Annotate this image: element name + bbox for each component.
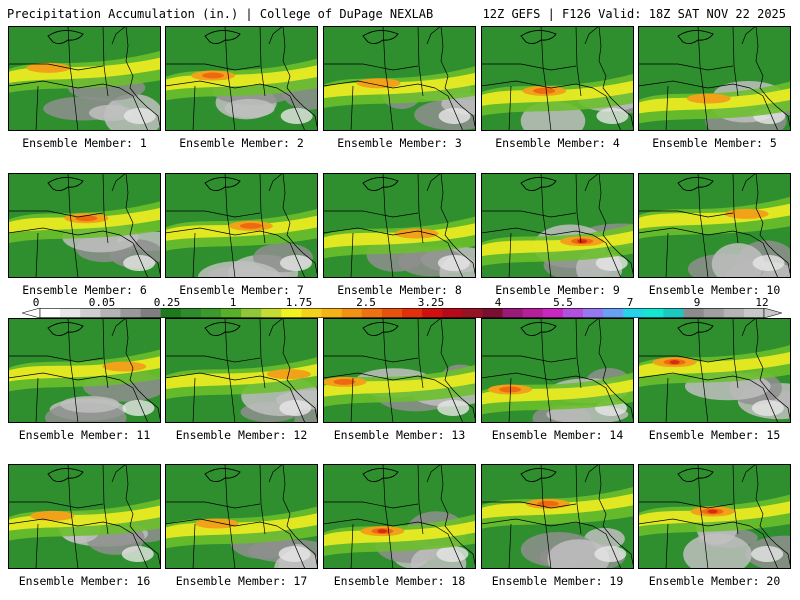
colorbar-swatch bbox=[482, 308, 503, 318]
ensemble-panel-12: Ensemble Member: 12 bbox=[165, 318, 318, 442]
colorbar-swatch bbox=[522, 308, 544, 318]
colorbar-swatch bbox=[542, 308, 564, 318]
ensemble-panel-8: Ensemble Member: 8 bbox=[323, 173, 476, 297]
colorbar: 0 0.05 0.25 1 1.75 2.5 3.25 4 5.5 7 9 12 bbox=[22, 296, 782, 320]
title-right: 12Z GEFS | F126 Valid: 18Z SAT NOV 22 20… bbox=[482, 7, 786, 21]
panel-label-3: Ensemble Member: 3 bbox=[337, 136, 462, 150]
colorbar-tick: 7 bbox=[626, 296, 634, 309]
colorbar-swatch bbox=[261, 308, 282, 318]
colorbar-swatch bbox=[160, 308, 182, 318]
colorbar-swatch bbox=[80, 308, 101, 318]
panel-label-16: Ensemble Member: 16 bbox=[19, 574, 151, 588]
colorbar-swatch bbox=[241, 308, 262, 318]
colorbar-swatch bbox=[381, 308, 403, 318]
colorbar-swatch bbox=[140, 308, 162, 318]
panel-label-1: Ensemble Member: 1 bbox=[22, 136, 147, 150]
colorbar-swatch bbox=[301, 308, 322, 318]
panel-label-13: Ensemble Member: 13 bbox=[334, 428, 466, 442]
colorbar-tick: 1 bbox=[229, 296, 237, 309]
title-left: Precipitation Accumulation (in.) | Colle… bbox=[7, 7, 434, 21]
ensemble-panel-6: Ensemble Member: 6 bbox=[8, 173, 161, 297]
panel-label-17: Ensemble Member: 17 bbox=[176, 574, 308, 588]
panel-label-11: Ensemble Member: 11 bbox=[19, 428, 151, 442]
ensemble-panel-17: Ensemble Member: 17 bbox=[165, 464, 318, 588]
panel-label-7: Ensemble Member: 7 bbox=[179, 283, 304, 297]
colorbar-swatch bbox=[723, 308, 745, 318]
panel-label-9: Ensemble Member: 9 bbox=[495, 283, 620, 297]
panel-label-10: Ensemble Member: 10 bbox=[649, 283, 781, 297]
panel-label-18: Ensemble Member: 18 bbox=[334, 574, 466, 588]
header: Precipitation Accumulation (in.) | Colle… bbox=[0, 0, 800, 24]
colorbar-swatch bbox=[623, 308, 644, 318]
colorbar-tick: 5.5 bbox=[553, 296, 573, 309]
colorbar-tick: 0.05 bbox=[88, 296, 116, 309]
colorbar-swatch bbox=[643, 308, 664, 318]
panel-label-19: Ensemble Member: 19 bbox=[492, 574, 624, 588]
panel-label-5: Ensemble Member: 5 bbox=[652, 136, 777, 150]
ensemble-panel-16: Ensemble Member: 16 bbox=[8, 464, 161, 588]
colorbar-swatch bbox=[321, 308, 343, 318]
colorbar-swatch bbox=[562, 308, 584, 318]
colorbar-tick: 2.5 bbox=[356, 296, 376, 309]
colorbar-swatch bbox=[603, 308, 624, 318]
colorbar-swatch bbox=[221, 308, 242, 318]
colorbar-swatch bbox=[683, 308, 705, 318]
panel-label-12: Ensemble Member: 12 bbox=[176, 428, 308, 442]
ensemble-panel-14: Ensemble Member: 14 bbox=[481, 318, 634, 442]
colorbar-swatch bbox=[120, 308, 141, 318]
colorbar-strip bbox=[22, 308, 782, 318]
panel-label-6: Ensemble Member: 6 bbox=[22, 283, 147, 297]
ensemble-panel-13: Ensemble Member: 13 bbox=[323, 318, 476, 442]
panel-label-14: Ensemble Member: 14 bbox=[492, 428, 624, 442]
colorbar-tick: 4 bbox=[494, 296, 502, 309]
ensemble-panel-10: Ensemble Member: 10 bbox=[638, 173, 791, 297]
colorbar-swatch bbox=[442, 308, 463, 318]
colorbar-swatch bbox=[743, 308, 765, 318]
colorbar-tick: 9 bbox=[693, 296, 701, 309]
panel-label-2: Ensemble Member: 2 bbox=[179, 136, 304, 150]
ensemble-panel-5: Ensemble Member: 5 bbox=[638, 26, 791, 150]
colorbar-tick: 12 bbox=[755, 296, 769, 309]
ensemble-panel-1: Ensemble Member: 1 bbox=[8, 26, 161, 150]
ensemble-panel-11: Ensemble Member: 11 bbox=[8, 318, 161, 442]
ensemble-panel-2: Ensemble Member: 2 bbox=[165, 26, 318, 150]
ensemble-panel-7: Ensemble Member: 7 bbox=[165, 173, 318, 297]
colorbar-tick: 0 bbox=[32, 296, 40, 309]
colorbar-tick: 3.25 bbox=[417, 296, 445, 309]
colorbar-tick: 0.25 bbox=[153, 296, 181, 309]
panel-label-20: Ensemble Member: 20 bbox=[649, 574, 781, 588]
colorbar-tick: 1.75 bbox=[285, 296, 313, 309]
colorbar-swatch bbox=[583, 308, 604, 318]
colorbar-swatch bbox=[703, 308, 725, 318]
ensemble-panel-9: Ensemble Member: 9 bbox=[481, 173, 634, 297]
colorbar-swatch bbox=[100, 308, 121, 318]
colorbar-swatch bbox=[502, 308, 524, 318]
colorbar-swatch bbox=[341, 308, 363, 318]
ensemble-panel-3: Ensemble Member: 3 bbox=[323, 26, 476, 150]
colorbar-swatch bbox=[200, 308, 222, 318]
panel-label-8: Ensemble Member: 8 bbox=[337, 283, 462, 297]
colorbar-swatch bbox=[402, 308, 423, 318]
colorbar-swatch bbox=[361, 308, 383, 318]
colorbar-swatch bbox=[462, 308, 483, 318]
colorbar-swatch bbox=[422, 308, 443, 318]
ensemble-panel-4: Ensemble Member: 4 bbox=[481, 26, 634, 150]
colorbar-swatch bbox=[180, 308, 202, 318]
colorbar-swatch bbox=[40, 308, 61, 318]
colorbar-swatch bbox=[663, 308, 684, 318]
colorbar-swatch bbox=[60, 308, 81, 318]
panel-label-4: Ensemble Member: 4 bbox=[495, 136, 620, 150]
ensemble-panel-15: Ensemble Member: 15 bbox=[638, 318, 791, 442]
colorbar-swatch bbox=[281, 308, 302, 318]
ensemble-panel-18: Ensemble Member: 18 bbox=[323, 464, 476, 588]
ensemble-panel-19: Ensemble Member: 19 bbox=[481, 464, 634, 588]
panel-label-15: Ensemble Member: 15 bbox=[649, 428, 781, 442]
ensemble-panel-20: Ensemble Member: 20 bbox=[638, 464, 791, 588]
